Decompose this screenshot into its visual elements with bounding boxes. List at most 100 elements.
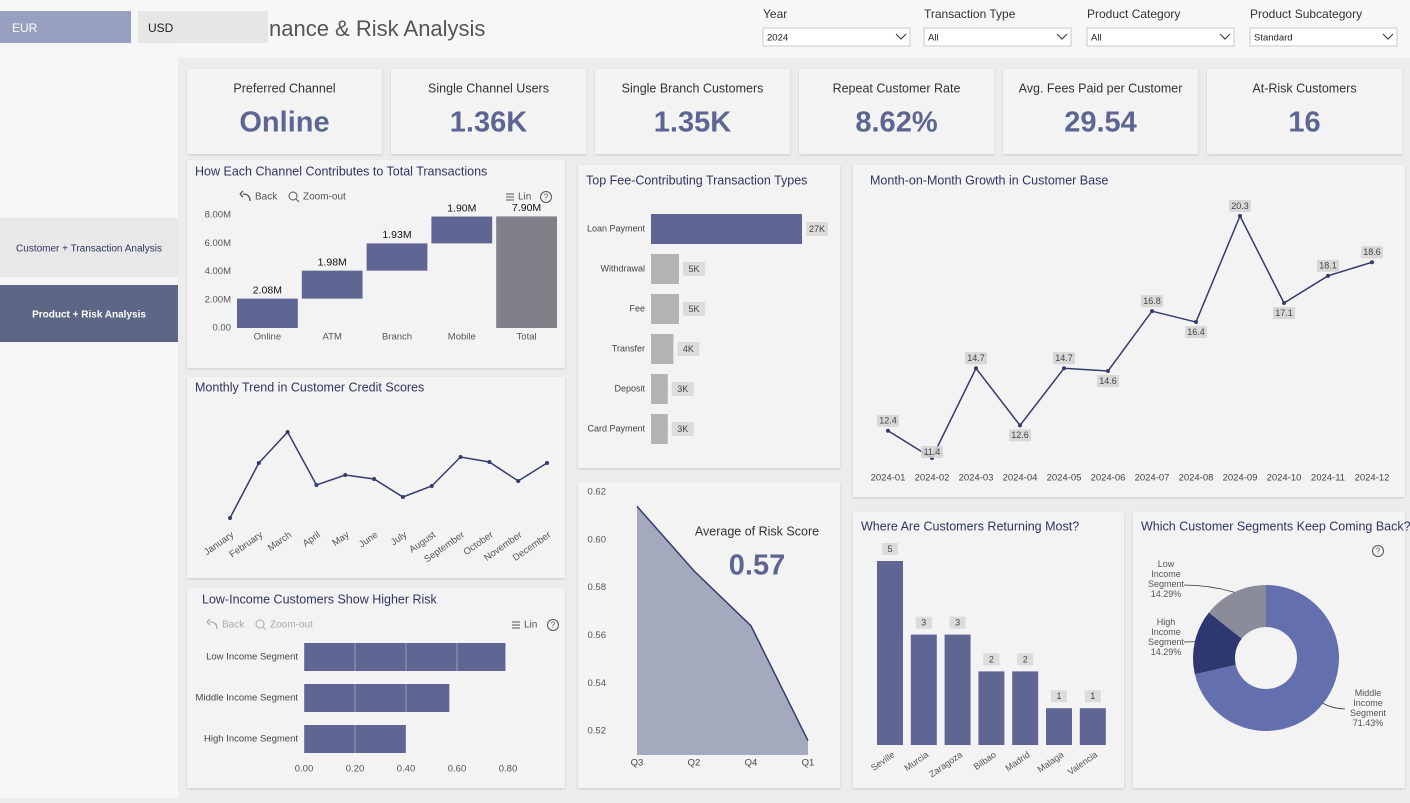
y-tick-label: 0.62 — [588, 486, 607, 497]
point — [545, 461, 549, 465]
kpi-value: Online — [239, 107, 329, 139]
x-tick-label: Q1 — [802, 758, 815, 769]
point — [372, 477, 376, 481]
chart-title: Where Are Customers Returning Most? — [861, 519, 1079, 533]
filter-value: 2024 — [767, 33, 788, 44]
data-label: 3K — [677, 384, 688, 394]
filter-label: Year — [763, 7, 787, 21]
bar — [651, 414, 668, 444]
filter-dropdown[interactable] — [924, 28, 1071, 46]
toolbar-label[interactable]: Zoom-out — [303, 192, 346, 203]
data-label: 3K — [677, 424, 688, 434]
point — [1106, 369, 1110, 373]
data-label: 14.7 — [1055, 353, 1073, 363]
chart-title: Top Fee-Contributing Transaction Types — [586, 173, 807, 187]
bar — [651, 294, 679, 324]
x-tick-label: 2024-10 — [1267, 473, 1302, 484]
help-label: ? — [1376, 547, 1381, 556]
y-tick-label: 4.00M — [205, 266, 231, 277]
point — [886, 429, 890, 433]
bar — [1046, 708, 1072, 745]
kpi-value: 16 — [1288, 107, 1320, 139]
toolbar-label[interactable]: Lin — [524, 620, 537, 631]
kpi-label: Avg. Fees Paid per Customer — [1019, 81, 1183, 95]
slice-name: High Income Segment — [1143, 617, 1189, 647]
bar — [945, 635, 971, 745]
data-label: 16.8 — [1143, 296, 1161, 306]
kpi-label: At-Risk Customers — [1252, 81, 1356, 95]
y-tick-label: High Income Segment — [204, 734, 298, 745]
filter-dropdown[interactable] — [1087, 28, 1234, 46]
data-label: 4K — [683, 344, 694, 354]
data-label: 2.08M — [253, 284, 282, 296]
toolbar-label[interactable]: Zoom-out — [270, 620, 313, 631]
y-tick-label: 0.52 — [588, 726, 607, 737]
card-label: Average of Risk Score — [695, 524, 819, 538]
data-label: 2 — [989, 654, 994, 664]
card-value: 0.57 — [729, 550, 785, 582]
nav-label: Product + Risk Analysis — [32, 310, 146, 321]
y-tick-label: 6.00M — [205, 238, 231, 249]
bar — [877, 561, 903, 745]
data-label: 20.3 — [1231, 201, 1249, 211]
x-tick-label: 2024-07 — [1135, 473, 1170, 484]
kpi-value: 1.35K — [654, 107, 731, 139]
filter-value: All — [1091, 33, 1102, 44]
toolbar-label[interactable]: Back — [222, 620, 245, 631]
filter-value: All — [928, 33, 939, 44]
waterfall-bar — [496, 216, 557, 328]
toolbar-label[interactable]: Lin — [518, 192, 531, 203]
y-tick-label: Withdrawal — [600, 263, 645, 273]
point — [459, 455, 463, 459]
kpi-value: 1.36K — [450, 107, 527, 139]
x-tick-label: 0.80 — [499, 764, 518, 775]
x-tick-label: 2024-06 — [1091, 473, 1126, 484]
y-tick-label: Card Payment — [587, 423, 645, 433]
x-tick-label: 0.60 — [448, 764, 467, 775]
data-label: 17.1 — [1275, 308, 1293, 318]
point — [1194, 320, 1198, 324]
bar — [1012, 671, 1038, 745]
data-label: 2 — [1023, 654, 1028, 664]
point — [228, 516, 232, 520]
toolbar-label[interactable]: Back — [255, 192, 278, 203]
point — [1150, 309, 1154, 313]
y-tick-label: 0.54 — [588, 678, 607, 689]
data-label: 1.90M — [447, 202, 476, 214]
kpi-label: Repeat Customer Rate — [833, 81, 961, 95]
bar — [651, 334, 673, 364]
bar — [651, 374, 668, 404]
x-tick-label: 0.00 — [295, 764, 314, 775]
y-tick-label: Deposit — [614, 383, 645, 393]
data-label: 7.90M — [512, 202, 541, 214]
x-tick-label: Branch — [382, 332, 412, 343]
x-tick-label: Mobile — [448, 332, 476, 343]
waterfall-bar — [237, 299, 298, 328]
data-label: 1 — [1090, 691, 1095, 701]
kpi-value: 8.62% — [855, 107, 937, 139]
point — [286, 430, 290, 434]
x-tick-label: 2024-11 — [1311, 473, 1345, 484]
x-tick-label: 2024-08 — [1179, 473, 1214, 484]
help-label: ? — [551, 621, 556, 630]
point — [516, 479, 520, 483]
point — [314, 483, 318, 487]
data-label: 12.6 — [1011, 430, 1029, 440]
data-label: 3 — [955, 617, 960, 627]
data-label: 1.93M — [382, 229, 411, 241]
point — [257, 461, 261, 465]
x-tick-label: 0.40 — [397, 764, 416, 775]
waterfall-bar — [367, 243, 428, 270]
data-label: 18.1 — [1319, 261, 1337, 271]
bar — [911, 635, 937, 745]
nav-label: Customer + Transaction Analysis — [16, 244, 162, 255]
x-tick-label: Q4 — [745, 758, 758, 769]
help-label: ? — [544, 193, 549, 202]
x-tick-label: ATM — [323, 332, 342, 343]
kpi-label: Preferred Channel — [233, 81, 335, 95]
x-tick-label: 2024-01 — [871, 473, 906, 484]
point — [1238, 214, 1242, 218]
